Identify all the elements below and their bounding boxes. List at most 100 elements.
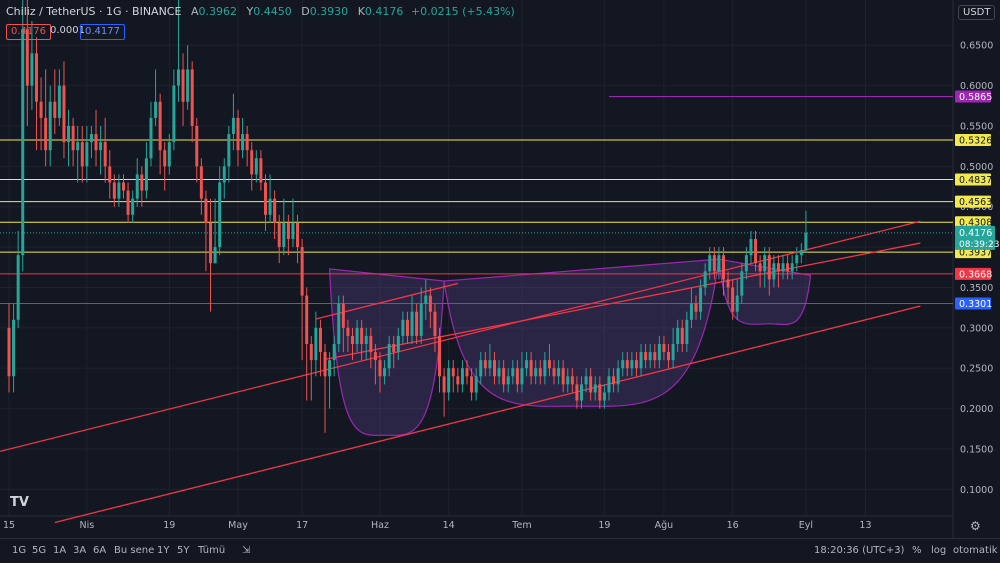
candle-body — [689, 303, 693, 320]
range-ytd[interactable]: Bu sene — [114, 545, 155, 556]
candle-body — [332, 344, 336, 361]
candle-body — [323, 352, 327, 377]
candle-body — [76, 142, 80, 151]
candle-body — [497, 368, 501, 377]
x-tick-label: Haz — [371, 520, 389, 531]
candle-body — [369, 335, 373, 353]
level-price-label: 0.4837 — [959, 175, 992, 186]
y-tick-label: 0.2000 — [960, 404, 993, 415]
x-tick-label: 15 — [3, 520, 15, 531]
x-tick-label: 19 — [163, 520, 175, 531]
range-all[interactable]: Tümü — [198, 545, 226, 556]
low-label: D — [301, 5, 310, 18]
candle-body — [57, 85, 61, 118]
candle-body — [419, 303, 423, 336]
clock-time[interactable]: 18:20:36 (UTC+3) — [814, 545, 905, 556]
candle-body — [506, 376, 510, 385]
candle-body — [767, 255, 771, 280]
range-1a[interactable]: 1A — [53, 545, 67, 556]
trendline — [324, 242, 921, 360]
candle-body — [126, 190, 130, 215]
candle-body — [140, 174, 144, 191]
candle-body — [598, 384, 602, 401]
candle-body — [405, 319, 409, 336]
candle-body — [245, 134, 249, 151]
candle-body — [721, 255, 725, 280]
candle-body — [383, 368, 387, 377]
candle-body — [717, 255, 721, 272]
candle-body — [671, 344, 675, 361]
sell-price-box[interactable]: 0.4176 — [6, 24, 51, 40]
candle-body — [378, 360, 382, 377]
candle-body — [286, 222, 290, 240]
candle-body — [199, 166, 203, 199]
candle-body — [131, 198, 135, 215]
x-tick-label: May — [228, 520, 248, 531]
candle-body — [351, 335, 354, 344]
candle-body — [744, 255, 748, 272]
range-3a[interactable]: 3A — [73, 545, 87, 556]
candle-body — [181, 69, 185, 102]
candle-body — [30, 53, 34, 86]
candle-body — [648, 352, 652, 361]
tradingview-logo-icon[interactable]: TV — [10, 495, 29, 510]
candle-body — [314, 327, 318, 361]
candle-body — [589, 376, 593, 393]
candle-body — [502, 368, 506, 385]
x-tick-label: 14 — [443, 520, 455, 531]
candle-body — [410, 311, 414, 336]
candle-body — [740, 271, 744, 296]
candle-body — [236, 117, 240, 151]
range-5y[interactable]: 5Y — [177, 545, 190, 556]
y-tick-label: 0.3500 — [960, 283, 993, 294]
candle-body — [772, 263, 776, 280]
high-label: Y — [246, 5, 254, 18]
auto-toggle[interactable]: otomatik — [953, 545, 998, 556]
candle-body — [305, 295, 309, 344]
candle-body — [309, 344, 313, 361]
candle-body — [21, 29, 25, 256]
candle-body — [428, 295, 432, 312]
candle-body — [593, 384, 597, 393]
percent-toggle[interactable]: % — [912, 545, 922, 556]
range-6a[interactable]: 6A — [93, 545, 107, 556]
currency-selector[interactable]: USDT — [958, 5, 996, 20]
candle-body — [108, 166, 112, 183]
candle-body — [48, 101, 52, 151]
candle-body — [680, 327, 684, 344]
level-price-tag — [955, 297, 991, 310]
candle-body — [699, 287, 703, 312]
candle-body — [149, 117, 153, 159]
candle-body — [392, 344, 396, 353]
candle-body — [566, 376, 570, 385]
level-price-label: 0.5326 — [959, 136, 992, 147]
gear-icon[interactable]: ⚙ — [970, 519, 981, 533]
level-price-label: 0.5865 — [959, 92, 992, 103]
candle-body — [227, 134, 231, 167]
cup-pattern — [328, 268, 445, 436]
y-tick-label: 0.2500 — [960, 364, 993, 375]
candle-body — [195, 125, 199, 167]
candle-body — [662, 344, 666, 353]
range-1g[interactable]: 1G — [12, 545, 27, 556]
candle-body — [474, 376, 478, 393]
candle-body — [776, 263, 780, 272]
candle-body — [557, 368, 561, 377]
symbol-name[interactable]: Chiliz / TetherUS · 1G · BINANCE — [6, 5, 182, 18]
candle-body — [534, 368, 538, 377]
candle-body — [470, 376, 474, 393]
log-toggle[interactable]: log — [931, 545, 947, 556]
candle-body — [67, 125, 71, 143]
date-range-icon[interactable]: ⇲ — [242, 545, 251, 556]
candle-body — [401, 319, 405, 336]
buy-price-box[interactable]: 0.4177 — [80, 24, 125, 40]
candle-body — [676, 327, 680, 344]
candle-body — [538, 368, 542, 377]
candle-body — [799, 250, 803, 256]
candle-body — [263, 182, 267, 215]
candle-body — [268, 198, 272, 215]
candle-body — [241, 134, 245, 151]
range-5g[interactable]: 5G — [32, 545, 47, 556]
range-1y[interactable]: 1Y — [157, 545, 170, 556]
